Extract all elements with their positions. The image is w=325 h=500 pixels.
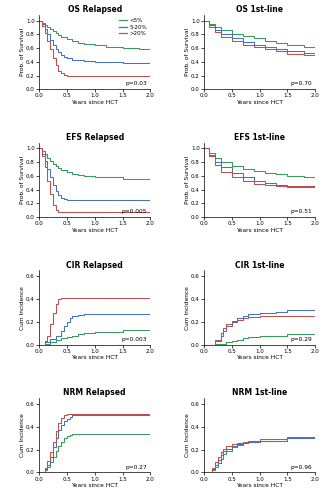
Text: p=0.27: p=0.27 [125, 464, 147, 469]
Y-axis label: Cum Incidence: Cum Incidence [185, 286, 189, 330]
Title: NRM 1st-line: NRM 1st-line [232, 388, 287, 398]
Y-axis label: Prob. of Survival: Prob. of Survival [20, 156, 25, 204]
Text: p=0.51: p=0.51 [290, 209, 312, 214]
Text: p=0.29: p=0.29 [290, 337, 312, 342]
Title: EFS Relapsed: EFS Relapsed [66, 133, 124, 142]
Y-axis label: Cum Incidence: Cum Incidence [20, 414, 25, 458]
Y-axis label: Cum Incidence: Cum Incidence [185, 414, 189, 458]
X-axis label: Years since HCT: Years since HCT [236, 483, 283, 488]
Text: p=0.005: p=0.005 [122, 209, 147, 214]
Title: NRM Relapsed: NRM Relapsed [63, 388, 126, 398]
Title: CIR 1st-line: CIR 1st-line [235, 260, 284, 270]
Text: p=0.03: p=0.03 [125, 82, 147, 86]
X-axis label: Years since HCT: Years since HCT [236, 356, 283, 360]
X-axis label: Years since HCT: Years since HCT [236, 228, 283, 232]
X-axis label: Years since HCT: Years since HCT [236, 100, 283, 105]
Title: CIR Relapsed: CIR Relapsed [66, 260, 123, 270]
X-axis label: Years since HCT: Years since HCT [71, 356, 118, 360]
Legend: <5%, 5-20%, >20%: <5%, 5-20%, >20% [118, 18, 148, 36]
X-axis label: Years since HCT: Years since HCT [71, 100, 118, 105]
X-axis label: Years since HCT: Years since HCT [71, 228, 118, 232]
Y-axis label: Prob. of Survival: Prob. of Survival [185, 28, 189, 76]
Title: OS Relapsed: OS Relapsed [68, 5, 122, 14]
Y-axis label: Prob. of Survival: Prob. of Survival [20, 28, 25, 76]
Y-axis label: Prob. of Survival: Prob. of Survival [185, 156, 189, 204]
Text: p=0.003: p=0.003 [122, 337, 147, 342]
Title: OS 1st-line: OS 1st-line [236, 5, 283, 14]
Y-axis label: Cum Incidence: Cum Incidence [20, 286, 25, 330]
Text: p=0.70: p=0.70 [290, 82, 312, 86]
Text: p=0.96: p=0.96 [290, 464, 312, 469]
X-axis label: Years since HCT: Years since HCT [71, 483, 118, 488]
Title: EFS 1st-line: EFS 1st-line [234, 133, 285, 142]
